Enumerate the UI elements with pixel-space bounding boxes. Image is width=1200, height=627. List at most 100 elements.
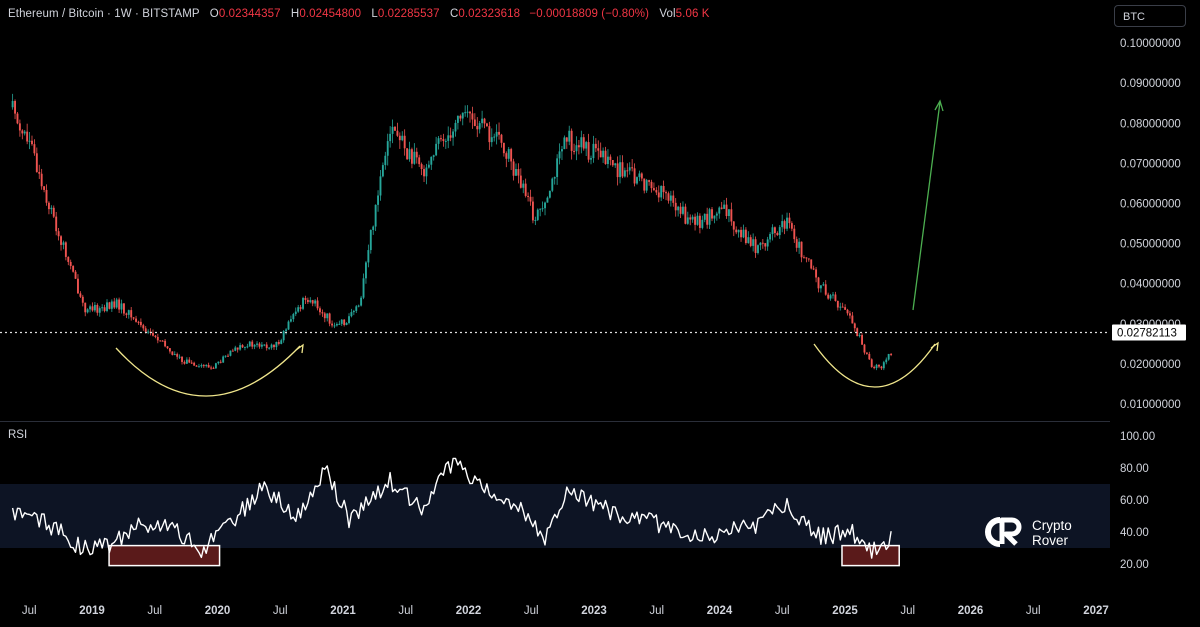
candle-body [239, 345, 242, 350]
candle-body [28, 140, 31, 142]
candle-body [437, 138, 440, 144]
price-tick-label: 0.04000000 [1120, 279, 1181, 291]
candle-body [69, 261, 72, 266]
candle-body [345, 322, 348, 325]
price-tick-label: 0.05000000 [1120, 239, 1181, 251]
candle-body [299, 307, 302, 309]
candle-body [483, 118, 486, 124]
candle-body [260, 344, 263, 347]
time-tick-label: Jul [273, 605, 288, 617]
candle-body [706, 213, 709, 225]
candle-body [490, 137, 493, 143]
candle-body [752, 239, 755, 246]
candle-body [742, 229, 745, 238]
candle-body [103, 307, 106, 311]
candle-body [362, 278, 365, 298]
candle-body [122, 303, 125, 314]
candle-body [553, 177, 556, 179]
time-tick-label: 2019 [79, 605, 105, 617]
candle-body [159, 340, 162, 342]
candle-body [819, 285, 822, 289]
price-tick-label: 0.07000000 [1120, 158, 1181, 170]
candle-body [74, 271, 77, 279]
candle-body [357, 305, 360, 307]
price-tick-label: 0.10000000 [1120, 38, 1181, 50]
candle-body [360, 297, 363, 306]
candle-body [636, 177, 638, 184]
projection-arrow [912, 101, 941, 311]
candle-body [527, 195, 530, 197]
candle-body [648, 180, 651, 182]
candle-body [536, 209, 539, 220]
candle-body [749, 237, 752, 246]
candle-body [440, 138, 442, 140]
candle-body [258, 343, 261, 347]
change-value: −0.00018809 (−0.80%) [529, 8, 650, 20]
candle-body [507, 149, 510, 159]
candle-body [875, 364, 878, 369]
candle-body [873, 366, 876, 369]
candle-body [367, 250, 370, 263]
candle-body [350, 312, 353, 317]
candle-body [331, 323, 334, 326]
candle-body [839, 306, 842, 308]
candle-body [672, 195, 675, 203]
candlestick-series [11, 93, 893, 371]
candle-body [79, 293, 82, 297]
candle-body [822, 284, 825, 286]
candle-body [234, 347, 237, 351]
currency-button[interactable]: BTC [1114, 5, 1186, 27]
candle-body [222, 356, 225, 363]
candle-body [410, 149, 413, 164]
candle-body [413, 151, 416, 164]
candle-body [454, 122, 457, 132]
candle-body [798, 241, 801, 248]
price-tick-label: 0.09000000 [1120, 78, 1181, 90]
candle-body [423, 169, 425, 177]
candle-body [788, 217, 791, 224]
candle-body [708, 209, 711, 225]
candle-body [640, 173, 643, 179]
candle-body [236, 347, 239, 350]
candle-body [810, 259, 813, 269]
candle-body [870, 359, 873, 367]
candle-body [154, 335, 157, 337]
candle-body [183, 361, 186, 364]
candle-body [72, 265, 75, 272]
candle-body [328, 313, 331, 324]
projection-arrowhead [934, 99, 944, 112]
volume-label: Vol [659, 8, 676, 20]
candle-body [297, 307, 300, 312]
candle-body [452, 131, 455, 138]
candle-body [546, 197, 549, 203]
rsi-tick-label: 20.00 [1120, 559, 1149, 571]
candle-body [817, 277, 820, 289]
candle-body [720, 207, 723, 209]
candle-body [93, 304, 96, 311]
annotation-layer: 0.02782113 [0, 99, 1186, 397]
time-tick-label: 2024 [707, 605, 733, 617]
candle-body [11, 101, 14, 108]
candle-body [599, 150, 602, 158]
rsi-label: RSI [8, 429, 28, 441]
candle-body [384, 155, 387, 166]
candle-body [302, 298, 304, 309]
candle-body [98, 308, 101, 313]
candle-body [662, 185, 665, 193]
candle-body [210, 367, 213, 369]
candle-body [485, 123, 488, 127]
candle-body [198, 366, 200, 368]
candle-body [466, 111, 469, 113]
candle-body [500, 134, 503, 143]
candle-body [764, 243, 767, 247]
candle-body [488, 126, 491, 143]
candle-body [829, 295, 832, 299]
candle-body [848, 313, 851, 316]
candle-body [200, 365, 203, 367]
candle-body [265, 344, 268, 349]
candle-body [268, 347, 271, 349]
candle-body [803, 257, 805, 259]
candle-body [398, 135, 401, 141]
candle-body [386, 141, 389, 156]
